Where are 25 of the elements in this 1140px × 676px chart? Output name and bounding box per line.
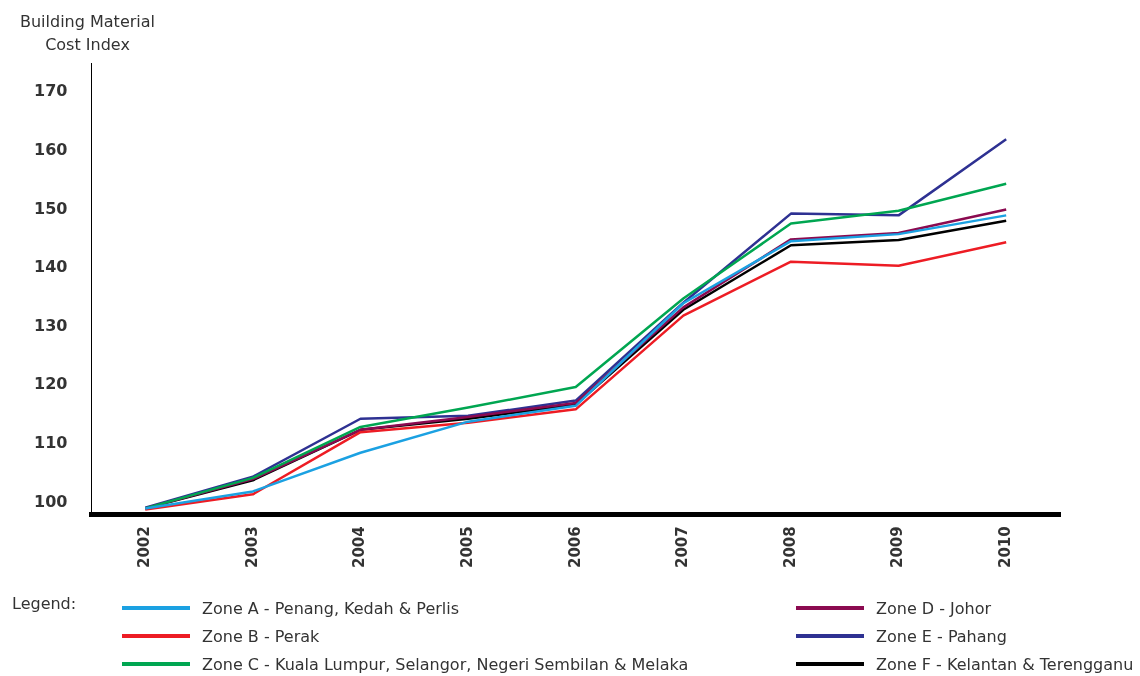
y-axis-title: Building Material Cost Index — [19, 11, 156, 56]
x-tick-label: 2005 — [457, 526, 476, 568]
y-tick-label: 110 — [33, 433, 68, 453]
x-tick-label: 2002 — [135, 526, 154, 568]
x-tick-label: 2010 — [996, 526, 1015, 568]
legend-title: Legend: — [12, 594, 77, 613]
x-tick-label: 2003 — [242, 526, 261, 568]
y-tick-label: 160 — [33, 140, 68, 160]
x-tick-label: 2007 — [673, 526, 692, 568]
y-tick-label: 140 — [33, 257, 68, 277]
y-tick-label: 130 — [33, 315, 68, 335]
legend-label: Zone A - Penang, Kedah & Perlis — [202, 598, 460, 618]
legend-label: Zone B - Perak — [202, 626, 320, 646]
y-tick-label: 170 — [33, 81, 68, 101]
legend-label: Zone E - Pahang — [876, 626, 1007, 646]
y-tick-label: 100 — [33, 491, 68, 511]
y-tick-label: 120 — [33, 374, 68, 394]
x-tick-label: 2006 — [565, 526, 584, 568]
legend-label: Zone F - Kelantan & Terengganu — [876, 654, 1134, 674]
legend-label: Zone C - Kuala Lumpur, Selangor, Negeri Sembilan & Melaka — [202, 654, 689, 674]
x-tick-label: 2004 — [350, 526, 369, 568]
x-tick-label: 2008 — [780, 526, 799, 568]
legend-label: Zone D - Johor — [876, 598, 992, 618]
x-tick-label: 2009 — [888, 526, 907, 568]
y-tick-label: 150 — [33, 198, 68, 218]
